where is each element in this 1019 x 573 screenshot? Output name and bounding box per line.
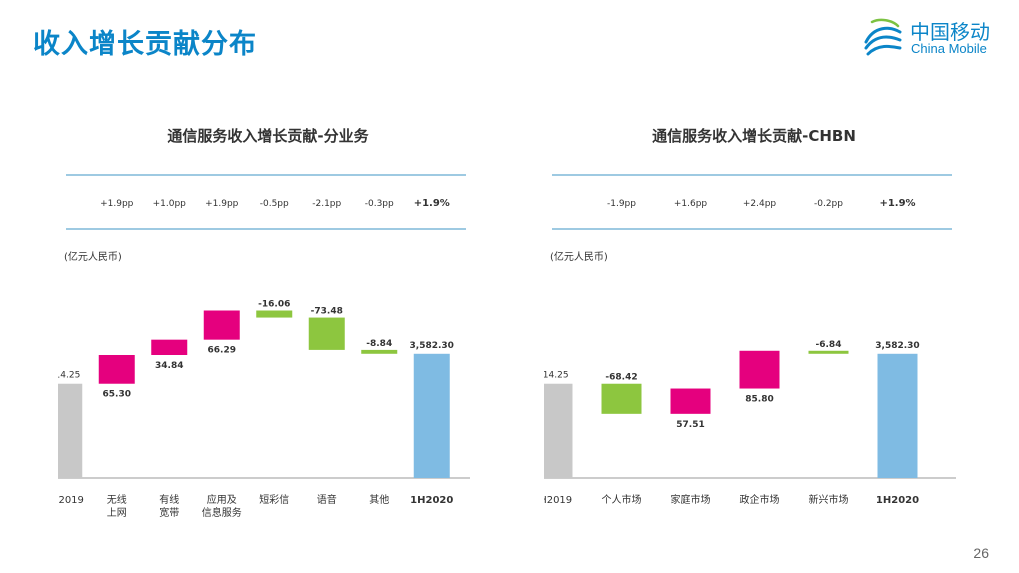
bar-delta-1: [98, 354, 135, 384]
value-label-1h2020: 3,582.30: [875, 341, 919, 351]
growth-pp-label: +2.4pp: [743, 199, 777, 209]
bar-1h2019: [58, 383, 83, 478]
value-label-delta-1: -68.42: [605, 373, 637, 383]
category-label-line: 1H2020: [876, 495, 919, 506]
chart-panel-chbn: 通信服务收入增长贡献-CHBN -1.9pp +1.6pp +2.4pp -0.2pp…: [544, 100, 964, 530]
category-label: 有线宽带: [159, 493, 179, 519]
bar-1h2020: [877, 353, 918, 478]
logo-english-name: China Mobile: [911, 41, 987, 56]
category-label-line: 其他: [369, 493, 389, 506]
bar-1h2019: [544, 383, 573, 478]
category-label: 1H2020: [876, 495, 919, 506]
category-label: 短彩信: [259, 493, 289, 506]
chart-title: 通信服务收入增长贡献-分业务: [167, 127, 369, 145]
bar-delta-4: [808, 350, 849, 354]
logo-chinese-name: 中国移动: [910, 20, 990, 44]
value-label-1h2020: 3,582.30: [410, 341, 454, 351]
growth-pp-label: -0.2pp: [814, 199, 843, 209]
growth-pp-label: -0.3pp: [365, 199, 394, 209]
category-label-line: 上网: [107, 507, 127, 519]
value-label-1h2019: 3,514.25: [544, 371, 569, 381]
growth-pp-label: +1.9%: [879, 198, 915, 209]
bar-delta-3: [203, 310, 240, 340]
category-label: 无线上网: [107, 493, 127, 519]
value-label-delta-5: -73.48: [311, 307, 343, 317]
growth-pp-label: -2.1pp: [312, 199, 341, 209]
category-label: 1H2020: [410, 495, 453, 506]
value-label-delta-3: 66.29: [208, 346, 236, 356]
value-label-delta-1: 65.30: [103, 390, 131, 400]
bar-delta-1: [601, 383, 642, 414]
category-label-line: 无线: [107, 493, 127, 506]
growth-pp-label: -0.5pp: [260, 199, 289, 209]
bar-delta-5: [308, 317, 345, 350]
category-label-line: 信息服务: [202, 506, 242, 519]
value-label-delta-2: 34.84: [155, 361, 183, 371]
page-number: 26: [973, 545, 989, 561]
category-label-line: 新兴市场: [809, 493, 849, 506]
category-label-line: 1H2020: [410, 495, 453, 506]
china-mobile-emblem-icon: [864, 18, 902, 56]
chart-panel-by-business: 通信服务收入增长贡献-分业务 +1.9pp +1.0pp +1.9pp -0.5pp -…: [58, 100, 478, 530]
bar-delta-4: [256, 310, 293, 318]
value-label-delta-6: -8.84: [366, 339, 392, 349]
growth-pp-label: +1.9%: [414, 198, 450, 209]
category-label-line: 语音: [317, 493, 337, 506]
bar-delta-6: [361, 349, 398, 354]
bar-delta-2: [670, 388, 711, 414]
value-label-1h2019: 3,514.25: [58, 371, 80, 381]
value-label-delta-2: 57.51: [676, 420, 704, 430]
category-label-line: 有线: [159, 493, 179, 506]
waterfall-chart-by-business: +1.9pp +1.0pp +1.9pp -0.5pp -2.1pp -0.3pp +1.9…: [58, 174, 470, 519]
value-label-delta-4: -16.06: [258, 300, 290, 310]
category-label: 政企市场: [740, 493, 780, 506]
bar-delta-3: [739, 350, 780, 389]
bar-1h2020: [413, 353, 450, 478]
category-label-line: 1H2019: [544, 495, 572, 506]
category-label-line: 短彩信: [259, 493, 289, 506]
waterfall-chart-chbn: -1.9pp +1.6pp +2.4pp -0.2pp +1.9% (亿元人民币) 3,51…: [544, 174, 956, 506]
category-label: 1H2019: [58, 495, 84, 506]
category-label: 语音: [317, 493, 337, 506]
growth-pp-label: +1.0pp: [153, 199, 187, 209]
growth-pp-label: +1.9pp: [100, 199, 134, 209]
china-mobile-logo: 中国移动 China Mobile: [860, 14, 1000, 62]
category-label: 1H2019: [544, 495, 572, 506]
bar-delta-2: [151, 339, 188, 355]
growth-pp-label: -1.9pp: [607, 199, 636, 209]
unit-label: (亿元人民币): [550, 250, 608, 263]
category-label-line: 宽带: [159, 506, 179, 519]
growth-pp-label: +1.6pp: [674, 199, 708, 209]
category-label-line: 家庭市场: [671, 493, 711, 506]
category-label-line: 个人市场: [602, 493, 642, 506]
category-label: 应用及信息服务: [202, 493, 242, 519]
growth-pp-label: +1.9pp: [205, 199, 239, 209]
category-label-line: 政企市场: [740, 493, 780, 506]
category-label-line: 1H2019: [58, 495, 84, 506]
unit-label: (亿元人民币): [64, 250, 122, 263]
category-label: 新兴市场: [809, 493, 849, 506]
value-label-delta-3: 85.80: [745, 395, 773, 405]
category-label: 其他: [369, 493, 389, 506]
chart-title: 通信服务收入增长贡献-CHBN: [652, 127, 856, 145]
category-label: 个人市场: [602, 493, 642, 506]
page-title: 收入增长贡献分布: [33, 29, 257, 60]
value-label-delta-4: -6.84: [816, 340, 842, 350]
category-label: 家庭市场: [671, 493, 711, 506]
category-label-line: 应用及: [207, 493, 237, 506]
